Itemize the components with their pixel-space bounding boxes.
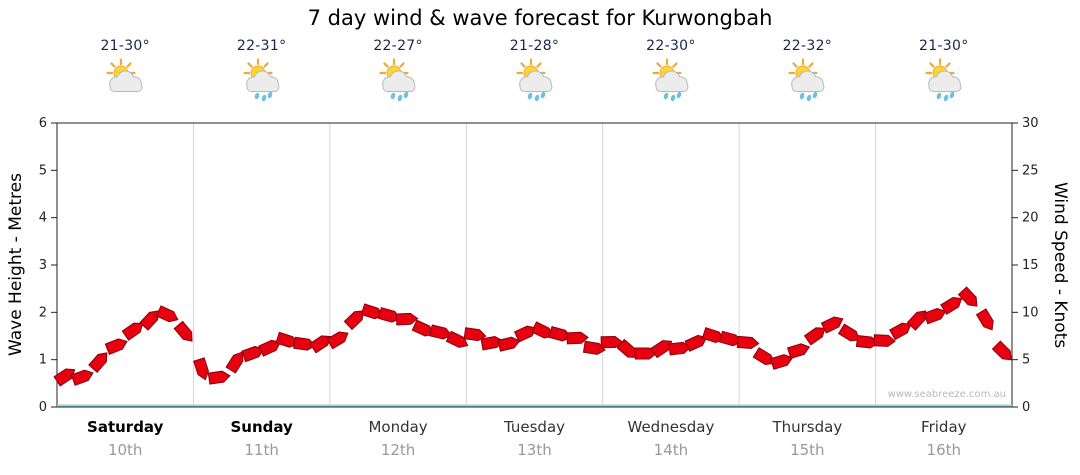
day-label-monday: Monday — [368, 418, 428, 436]
svg-text:0: 0 — [1022, 400, 1030, 415]
day-header-sunday: 22-31° — [194, 38, 330, 102]
day-date: 15th — [790, 441, 825, 459]
sun-cloud-rain-icon — [876, 58, 1012, 102]
temperature-range: 22-30° — [646, 38, 696, 54]
sun-cloud-rain-icon — [467, 58, 603, 102]
temperature-range: 22-31° — [236, 38, 287, 54]
day-date: 16th — [926, 441, 962, 459]
temperature-range: 22-32° — [782, 38, 833, 54]
sun-cloud-icon — [57, 58, 193, 102]
svg-text:1: 1 — [39, 353, 47, 368]
day-label-thursday: Thursday — [772, 418, 843, 436]
day-date: 12th — [380, 441, 416, 459]
svg-text:3: 3 — [39, 258, 47, 273]
page-title: 7 day wind & wave forecast for Kurwongba… — [307, 6, 773, 30]
day-header-tuesday: 21-28° — [467, 38, 603, 102]
day-date: 14th — [653, 441, 689, 459]
day-label-friday: Friday — [921, 418, 967, 436]
watermark: www.seabreeze.com.au — [887, 389, 1006, 400]
day-label-sunday: Sunday — [230, 418, 293, 436]
day-date: 11th — [244, 441, 279, 459]
svg-text:2: 2 — [39, 305, 47, 320]
sun-cloud-rain-icon — [330, 58, 466, 102]
right-axis-label: Wind Speed - Knots — [1050, 181, 1070, 349]
day-header-saturday: 21-30° — [57, 38, 193, 102]
day-header-wednesday: 22-30° — [603, 38, 739, 102]
day-header-thursday: 22-32° — [739, 38, 875, 102]
day-date: 10th — [107, 441, 143, 459]
svg-text:6: 6 — [39, 116, 47, 131]
day-header-monday: 22-27° — [330, 38, 466, 102]
svg-text:30: 30 — [1022, 116, 1039, 131]
svg-text:0: 0 — [39, 400, 47, 415]
svg-text:5: 5 — [39, 163, 47, 178]
day-label-tuesday: Tuesday — [503, 418, 566, 436]
temperature-range: 21-30° — [100, 38, 150, 54]
svg-text:4: 4 — [39, 211, 47, 226]
sun-cloud-rain-icon — [194, 58, 330, 102]
svg-text:10: 10 — [1022, 305, 1039, 320]
sun-cloud-rain-icon — [603, 58, 739, 102]
temperature-range: 22-27° — [373, 38, 423, 54]
sun-cloud-rain-icon — [739, 58, 875, 102]
day-label-wednesday: Wednesday — [627, 418, 715, 436]
svg-text:25: 25 — [1022, 163, 1039, 178]
svg-text:5: 5 — [1022, 353, 1030, 368]
temperature-range: 21-30° — [919, 38, 969, 54]
day-header-friday: 21-30° — [876, 38, 1012, 102]
svg-text:15: 15 — [1022, 258, 1039, 273]
day-date: 13th — [517, 441, 552, 459]
left-axis-label: Wave Height - Metres — [6, 173, 26, 357]
temperature-range: 21-28° — [509, 38, 560, 54]
svg-text:20: 20 — [1022, 211, 1039, 226]
day-label-saturday: Saturday — [87, 418, 164, 436]
